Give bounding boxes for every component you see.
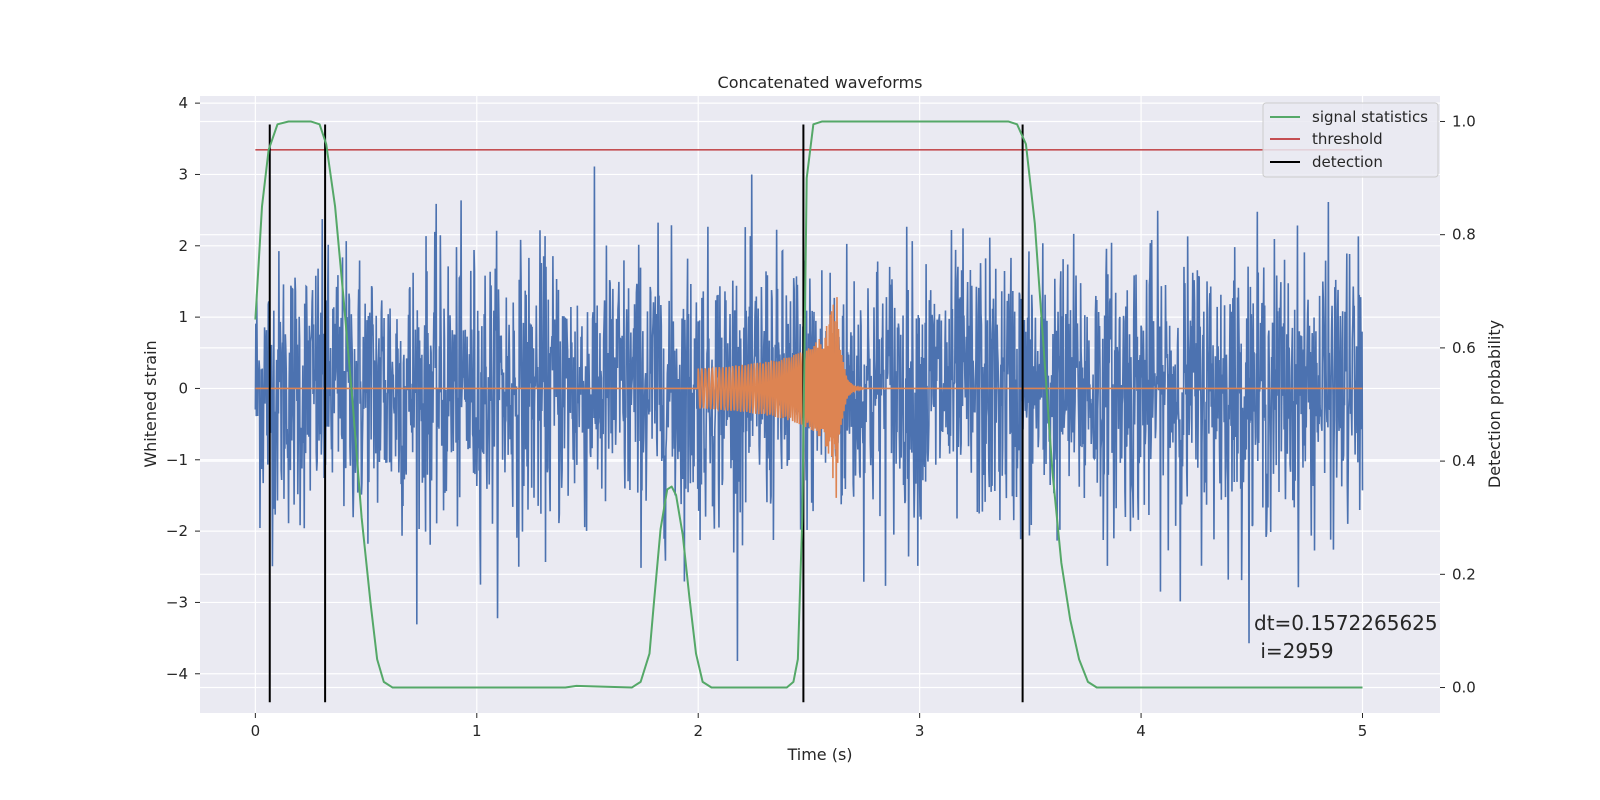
y-tick-label-6: 2 [178,237,188,255]
series-whitened-noise [254,166,1364,661]
x-tick-label-3: 3 [915,722,925,740]
legend-label-signal-statistics: signal statistics [1312,108,1428,126]
series-signal-statistics [254,120,1363,689]
chart-title: Concatenated waveforms [718,73,923,92]
y2-tick-label-0: 0.0 [1452,679,1476,697]
y2-tick-label-5: 1.0 [1452,112,1476,130]
y2-tick-label-1: 0.2 [1452,565,1476,583]
x-axis-label: Time (s) [786,745,852,764]
y2-tick-label-4: 0.8 [1452,226,1476,244]
x-tick-label-4: 4 [1136,722,1146,740]
legend-box [1262,102,1439,178]
annotation-dt: dt=0.1572265625 [1254,611,1438,635]
y2-axis-label: Detection probability [1485,320,1504,488]
y2-tick-label-3: 0.6 [1452,339,1476,357]
y-tick-label-5: 1 [178,308,188,326]
y-axis-label: Whitened strain [141,340,160,467]
series-template-waveform [255,297,1363,498]
x-tick-label-2: 2 [693,722,703,740]
legend: signal statistics threshold detection [1262,102,1439,178]
x-tick-label-0: 0 [251,722,261,740]
y-tick-label-4: 0 [178,379,188,397]
y2-tick-label-2: 0.4 [1452,452,1476,470]
y-tick-label-2: −2 [166,522,188,540]
y-tick-label-7: 3 [178,165,188,183]
y-tick-label-1: −3 [166,593,188,611]
legend-label-threshold: threshold [1312,130,1383,148]
y-tick-label-8: 4 [178,94,188,112]
ticks: 0 1 2 3 4 5 −4 −3 −2 −1 0 1 2 3 4 0.0 0.2 0.4 0.6 0.8 1.0 [166,94,1476,740]
x-tick-label-5: 5 [1358,722,1368,740]
legend-label-detection: detection [1312,153,1383,171]
y-tick-label-3: −1 [166,451,188,469]
plot-area [254,120,1364,703]
x-tick-label-1: 1 [472,722,482,740]
annotation-index: i=2959 [1254,639,1334,663]
y-tick-label-0: −4 [166,665,188,683]
